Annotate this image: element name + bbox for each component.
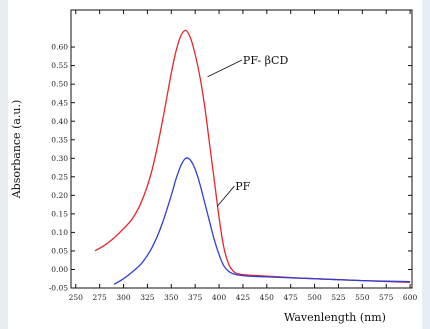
series-line-pf: [113, 157, 411, 285]
chart-panel: [8, 0, 422, 329]
y-tick-label: 0.45: [51, 98, 68, 107]
x-tick-label: 400: [212, 293, 227, 302]
y-tick-label: 0.15: [51, 209, 68, 218]
x-tick-label: 450: [260, 293, 275, 302]
series-line-pf-bcd: [94, 29, 411, 284]
x-tick-label: 575: [379, 293, 394, 302]
y-tick-label: 0.50: [51, 80, 68, 89]
y-tick-label: 0.20: [51, 191, 68, 200]
x-tick-label: 250: [69, 293, 84, 302]
x-tick-label: 350: [164, 293, 179, 302]
labels-layer: Wavenlength (nm) Absorbance (a.u.) PF- β…: [10, 54, 386, 324]
axes: -0.05 0.00 0.05 0.10 0.15 0.20 0.25 0.30 0.35 0.4…: [49, 9, 418, 302]
x-tick-label: 500: [307, 293, 322, 302]
y-tick-label: 0.10: [51, 228, 68, 237]
x-tick-label: 300: [116, 293, 131, 302]
y-tick-label: 0.60: [51, 43, 68, 52]
y-tick-label: 0.00: [51, 265, 68, 274]
x-tick-label: 325: [140, 293, 155, 302]
series-label-pf: PF: [235, 180, 250, 193]
x-tick-label: 525: [331, 293, 346, 302]
leader-line-pf: [216, 185, 235, 207]
x-axis-title: Wavenlength (nm): [284, 311, 386, 324]
y-tick-label: 0.40: [51, 117, 68, 126]
y-tick-label: 0.35: [51, 135, 68, 144]
x-tick-label: 425: [236, 293, 251, 302]
leader-line-pf-bcd: [207, 59, 243, 78]
x-tick-label: 600: [403, 293, 418, 302]
series-layer: [94, 29, 411, 285]
plot-frame: [70, 9, 413, 289]
y-tick-label: 0.25: [51, 172, 68, 181]
y-axis-title: Absorbance (a.u.): [10, 100, 23, 200]
y-tick-label: -0.05: [49, 284, 68, 293]
y-tick-label: 0.55: [51, 61, 68, 70]
x-tick-label: 375: [188, 293, 203, 302]
y-tick-label: 0.30: [51, 154, 68, 163]
series-label-pf-bcd: PF- βCD: [243, 54, 289, 67]
x-tick-label: 275: [92, 293, 107, 302]
x-tick-label: 475: [284, 293, 299, 302]
y-tick-label: 0.05: [51, 247, 68, 256]
x-tick-label: 550: [355, 293, 370, 302]
